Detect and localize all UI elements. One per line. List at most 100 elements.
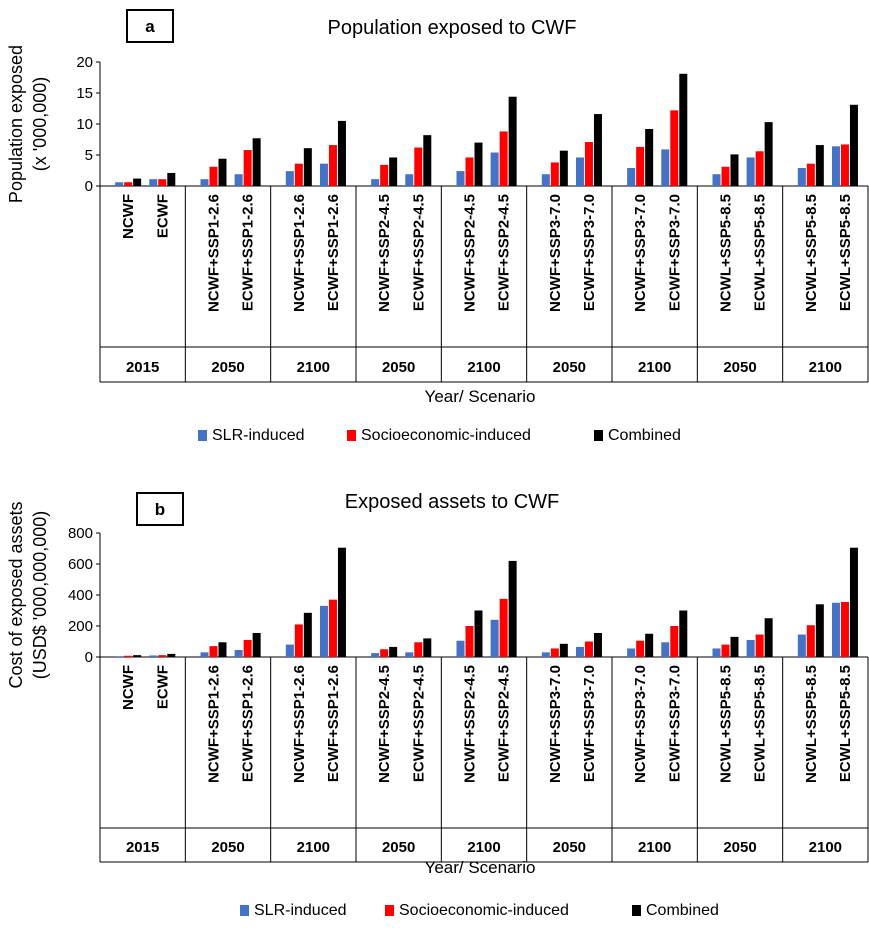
category-label: ECWF+SSP1-2.6 [240,665,257,782]
category-label: ECWL+SSP5-8.5 [752,194,769,311]
category-label: ECWF+SSP1-2.6 [325,194,342,311]
y-tick-label: 15 [76,85,93,102]
bar-combined [849,547,858,657]
bar-socio [584,141,593,186]
bar-slr [456,171,465,186]
bar-slr [575,646,584,657]
category-label: ECWF [154,665,171,709]
bar-socio [755,151,764,186]
bar-socio [124,182,133,186]
bar-slr [541,652,550,657]
bar-slr [285,644,294,657]
bar-slr [797,168,806,186]
panel-label-box [126,9,174,43]
bar-socio [721,644,730,657]
bar-socio [380,649,389,657]
category-label: ECWF+SSP3-7.0 [581,665,598,782]
bar-combined [508,560,517,657]
bar-slr [627,648,636,657]
chart-title: Population exposed to CWF [327,17,576,39]
year-label: 2100 [467,359,500,376]
bar-socio [243,639,252,657]
bar-socio [158,655,167,657]
y-tick-label: 800 [68,525,93,542]
bar-socio [721,166,730,186]
category-label: NCWF+SSP2-4.5 [376,665,393,783]
bar-slr [456,640,465,657]
bar-socio [465,157,474,186]
bar-combined [815,604,824,657]
bar-slr [371,179,380,186]
y-tick-label: 400 [68,587,93,604]
bar-combined [133,178,142,186]
bar-socio [209,166,218,186]
year-label: 2050 [553,359,586,376]
legend-swatch-socio [385,905,394,916]
bar-slr [831,146,840,186]
bar-combined [389,157,398,186]
category-label: NCWF+SSP1-2.6 [205,665,222,783]
category-label: ECWF+SSP2-4.5 [410,665,427,782]
panel-label: a [145,17,155,36]
year-label: 2100 [297,839,330,856]
bar-socio [328,145,337,186]
bar-slr [746,157,755,186]
bar-combined [730,636,739,657]
category-label: ECWF+SSP2-4.5 [496,194,513,311]
bar-slr [234,174,243,186]
bar-combined [559,150,568,186]
bar-slr [831,602,840,657]
bar-socio [158,179,167,186]
bar-socio [755,634,764,657]
bar-socio [499,598,508,657]
bar-slr [115,182,124,186]
legend-swatch-combined [632,905,641,916]
panel-label: b [155,500,165,519]
year-label: 2100 [638,359,671,376]
bar-combined [423,638,432,657]
category-label: ECWL+SSP5-8.5 [752,665,769,782]
bar-slr [149,655,158,657]
bar-slr [661,642,670,657]
bar-slr [627,168,636,186]
bar-combined [423,135,432,186]
bar-combined [508,96,517,186]
bar-combined [389,646,398,657]
y-axis-label-units: (x '000,000) [30,77,50,172]
bar-slr [405,174,414,186]
bar-slr [234,650,243,657]
year-label: 2100 [638,839,671,856]
year-label: 2100 [809,359,842,376]
bar-combined [645,633,654,657]
bar-combined [730,154,739,186]
x-axis-label: Year/ Scenario [425,387,536,406]
bar-socio [243,150,252,186]
bar-slr [285,171,294,186]
bar-combined [337,120,346,186]
legend-swatch-slr [198,430,207,441]
bar-combined [474,142,483,186]
bar-combined [815,145,824,186]
year-label: 2050 [382,359,415,376]
bar-socio [670,110,679,186]
category-label: NCWF+SSP3-7.0 [547,194,564,312]
category-label: NCWF [120,665,137,710]
bar-combined [764,122,773,186]
category-label: NCWF+SSP1-2.6 [291,665,308,783]
category-label: ECWF [154,194,171,238]
category-label: ECWF+SSP2-4.5 [496,665,513,782]
bar-combined [252,632,261,657]
legend-swatch-socio [347,430,356,441]
bar-socio [550,162,559,186]
bar-combined [474,610,483,657]
bar-combined [218,158,227,186]
year-label: 2050 [211,839,244,856]
y-tick-label: 20 [76,54,93,71]
bar-slr [541,174,550,186]
panel-label-box [136,492,184,526]
category-label: ECWF+SSP3-7.0 [666,194,683,311]
year-label: 2100 [297,359,330,376]
category-label: NCWF+SSP2-4.5 [461,194,478,312]
year-label: 2050 [723,359,756,376]
